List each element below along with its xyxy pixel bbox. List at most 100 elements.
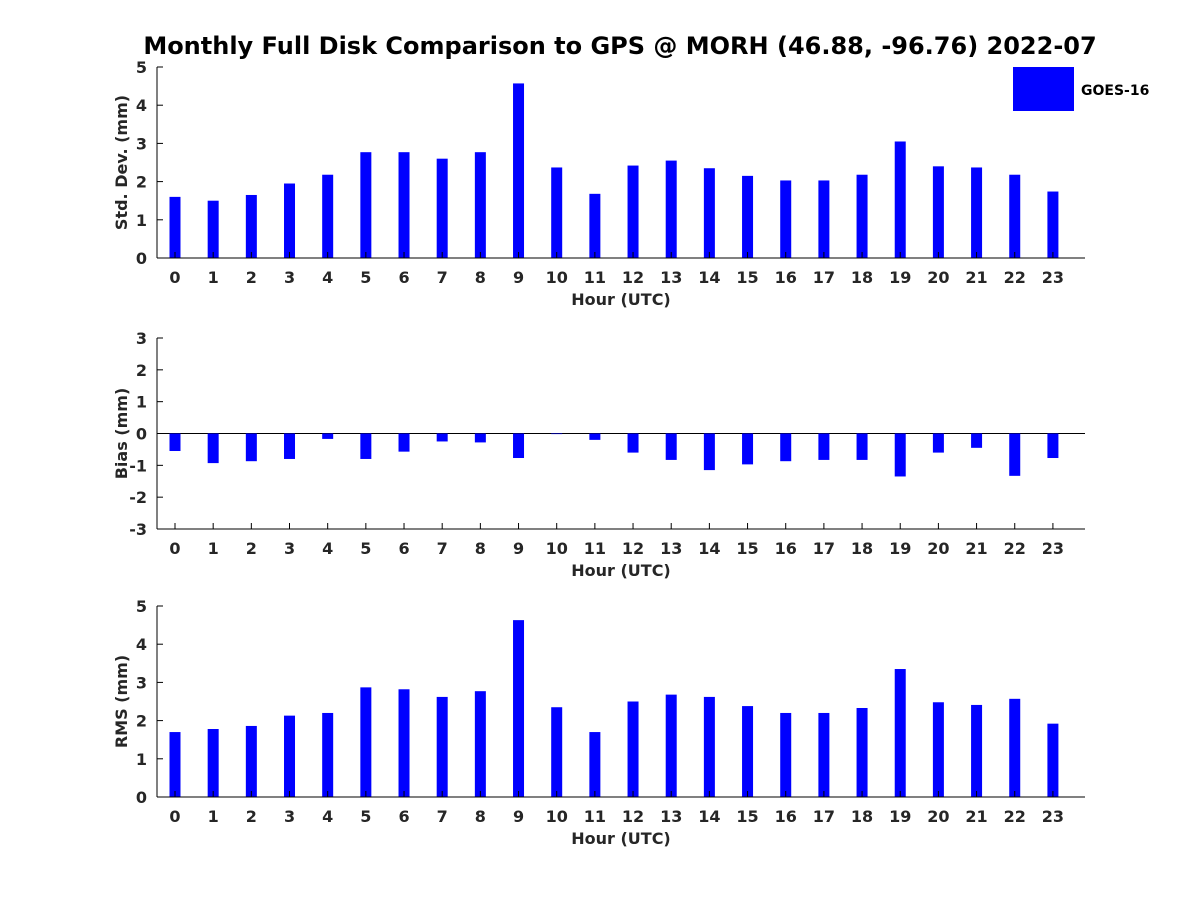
std-dev-bar-3 [284,183,296,258]
std-dev-x-tick-label: 23 [1042,268,1064,287]
bias-bar-12 [627,433,639,453]
bias-bar-2 [245,433,257,462]
bias-bar-0 [169,433,181,452]
rms-x-tick-label: 3 [284,807,295,826]
rms-bar-0 [169,732,181,797]
std-dev-x-tick-label: 4 [322,268,333,287]
rms-x-tick-label: 12 [622,807,644,826]
rms-x-tick-label: 7 [437,807,448,826]
rms-bar-18 [856,707,868,797]
std-dev-x-tick-label: 5 [360,268,371,287]
rms-bar-16 [780,712,792,797]
rms-bar-14 [703,696,715,797]
rms-x-tick-label: 6 [398,807,409,826]
bias-x-tick-label: 9 [513,539,524,558]
std-dev-x-tick-label: 12 [622,268,644,287]
rms-x-tick-label: 5 [360,807,371,826]
bias-y-tick-label: -3 [129,520,147,539]
rms-bar-12 [627,701,639,797]
bias-y-tick-label: 2 [136,361,147,380]
bias-bar-17 [818,433,830,460]
bias-bar-3 [284,433,296,459]
bias-y-tick-label: -1 [129,456,147,475]
bias-x-tick-label: 15 [736,539,758,558]
rms-x-tick-label: 11 [584,807,606,826]
rms-x-tick-label: 9 [513,807,524,826]
legend-swatch [1013,67,1074,111]
legend-label: GOES-16 [1081,83,1149,99]
rms-x-tick-label: 13 [660,807,682,826]
rms-x-tick-label: 23 [1042,807,1064,826]
std-dev-bar-4 [322,174,334,258]
bias-x-tick-label: 22 [1004,539,1026,558]
std-dev-x-tick-label: 8 [475,268,486,287]
rms-x-tick-label: 20 [927,807,949,826]
bias-x-tick-label: 20 [927,539,949,558]
std-dev-y-tick-label: 1 [136,211,147,230]
rms-bar-22 [1009,698,1021,797]
bias-x-tick-label: 13 [660,539,682,558]
std-dev-y-tick-label: 4 [136,96,147,115]
rms-bar-19 [894,669,906,797]
std-dev-x-tick-label: 0 [169,268,180,287]
rms-bar-4 [322,712,334,797]
bias-x-tick-label: 3 [284,539,295,558]
bias-x-tick-label: 5 [360,539,371,558]
bias-y-tick-label: 1 [136,393,147,412]
bias-x-tick-label: 19 [889,539,911,558]
bias-bar-1 [207,433,219,464]
std-dev-x-tick-label: 21 [965,268,987,287]
bias-x-tick-label: 11 [584,539,606,558]
bias-x-axis-label: Hour (UTC) [571,561,671,580]
rms-x-tick-label: 22 [1004,807,1026,826]
bias-bar-22 [1009,433,1021,476]
bias-x-tick-label: 10 [546,539,568,558]
rms-bar-3 [284,715,296,797]
std-dev-bar-10 [551,167,563,258]
rms-bar-21 [971,704,983,797]
bias-bar-18 [856,433,868,460]
chart-title: Monthly Full Disk Comparison to GPS @ MO… [143,32,1096,60]
rms-bar-23 [1047,723,1059,797]
std-dev-x-tick-label: 1 [208,268,219,287]
bias-x-tick-label: 14 [698,539,720,558]
std-dev-x-tick-label: 9 [513,268,524,287]
rms-bar-6 [398,689,410,797]
rms-bar-8 [474,691,486,797]
rms-bar-5 [360,687,372,797]
bias-bar-6 [398,433,410,452]
rms-bar-9 [513,620,525,797]
bias-x-tick-label: 6 [398,539,409,558]
std-dev-x-tick-label: 3 [284,268,295,287]
rms-x-tick-label: 2 [246,807,257,826]
bias-x-tick-label: 8 [475,539,486,558]
rms-bar-10 [551,707,563,797]
std-dev-x-tick-label: 13 [660,268,682,287]
std-dev-bar-13 [665,160,677,258]
std-dev-bar-16 [780,180,792,258]
std-dev-x-tick-label: 10 [546,268,568,287]
std-dev-bar-15 [742,175,754,258]
bias-bar-21 [971,433,983,448]
rms-y-tick-label: 4 [136,635,147,654]
rms-bar-7 [436,696,448,797]
std-dev-bar-12 [627,165,639,258]
bias-bar-5 [360,433,372,459]
bias-bar-8 [474,433,486,443]
bias-y-tick-label: -2 [129,488,147,507]
std-dev-bar-21 [971,167,983,258]
bias-bar-14 [703,433,715,471]
std-dev-x-tick-label: 6 [398,268,409,287]
bias-bar-9 [513,433,525,459]
std-dev-x-tick-label: 7 [437,268,448,287]
bias-x-tick-label: 4 [322,539,333,558]
bias-x-tick-label: 2 [246,539,257,558]
bias-y-tick-label: 0 [136,425,147,444]
std-dev-y-tick-label: 3 [136,134,147,153]
bias-bar-15 [742,433,754,465]
bias-x-tick-label: 21 [965,539,987,558]
bias-x-tick-label: 17 [813,539,835,558]
